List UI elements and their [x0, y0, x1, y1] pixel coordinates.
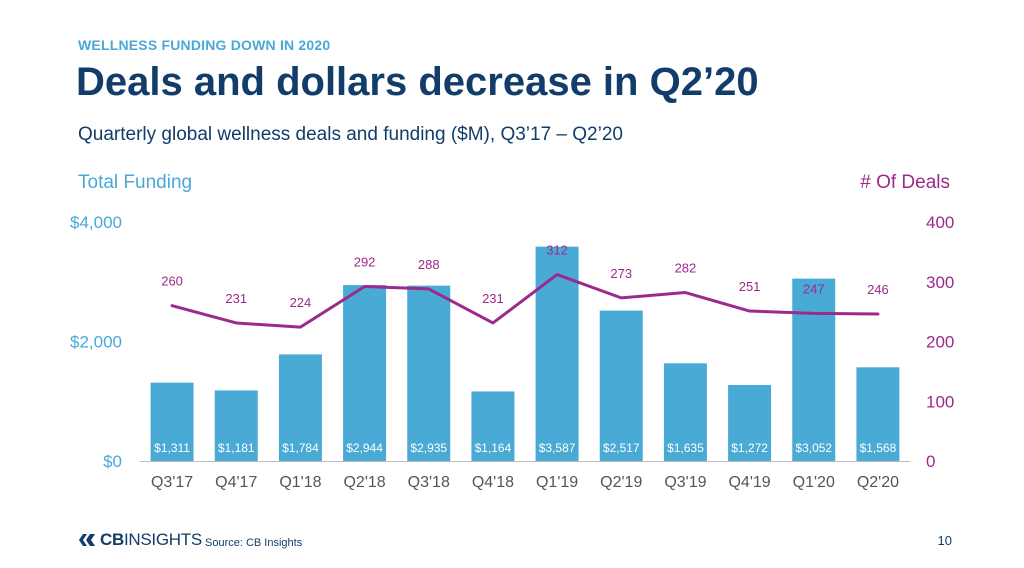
x-tick-label-Q2'19: Q2'19: [600, 474, 642, 491]
deals-label-Q4'18: 231: [482, 291, 504, 306]
x-tick-label-Q1'20: Q1'20: [793, 474, 835, 491]
bar-label-Q1'19: $3,587: [539, 441, 576, 455]
bar-label-Q4'19: $1,272: [731, 441, 768, 455]
page-subtitle: Quarterly global wellness deals and fund…: [78, 124, 623, 145]
bar-Q3'19: [663, 363, 707, 461]
deals-line: [170, 273, 880, 329]
deals-label-Q1'18: 224: [290, 295, 312, 310]
x-tick-label-Q3'18: Q3'18: [408, 474, 450, 491]
bar-Q1'18: [278, 354, 322, 461]
left-tick-label: $4,000: [70, 213, 122, 232]
page-title: Deals and dollars decrease in Q2’20: [76, 60, 759, 104]
bar-Q2'20: [856, 367, 900, 461]
bar-Q2'18: [343, 285, 387, 461]
bar-Q3'18: [407, 285, 451, 461]
page-number: 10: [937, 533, 952, 548]
deals-label-Q2'19: 273: [610, 266, 632, 281]
deals-label-Q4'17: 231: [225, 291, 247, 306]
kicker-text: WELLNESS FUNDING DOWN IN 2020: [78, 37, 331, 53]
bar-Q4'17: [214, 390, 258, 461]
bar-Q2'19: [599, 310, 643, 461]
logo-wordmark: CBINSIGHTS: [100, 530, 202, 549]
x-tick-label-Q1'18: Q1'18: [279, 474, 321, 491]
x-tick-label-Q1'19: Q1'19: [536, 474, 578, 491]
bar-label-Q2'20: $1,568: [860, 441, 897, 455]
right-tick-label: 300: [926, 273, 954, 292]
x-tick-label-Q3'17: Q3'17: [151, 474, 193, 491]
right-axis-title: # Of Deals: [860, 172, 950, 193]
x-tick-label-Q2'18: Q2'18: [343, 474, 385, 491]
bar-label-Q4'18: $1,164: [475, 441, 512, 455]
bar-label-Q2'18: $2,944: [346, 441, 383, 455]
bar-Q3'17: [150, 382, 194, 461]
deals-label-Q2'20: 246: [867, 282, 889, 297]
x-tick-label-Q3'19: Q3'19: [664, 474, 706, 491]
bar-label-Q1'18: $1,784: [282, 441, 319, 455]
right-tick-label: 200: [926, 333, 954, 352]
source-note: Source: CB Insights: [205, 537, 303, 549]
bar-Q1'20: [792, 278, 836, 461]
left-tick-label: $0: [103, 452, 122, 471]
cb-insights-logo: CBINSIGHTS: [78, 530, 202, 550]
deals-label-Q4'19: 251: [739, 279, 761, 294]
deals-label-Q3'18: 288: [418, 257, 440, 272]
left-tick-label: $2,000: [70, 333, 122, 352]
deals-label-Q1'20: 247: [803, 281, 825, 296]
bar-label-Q3'17: $1,311: [154, 441, 190, 455]
bar-label-Q3'19: $1,635: [667, 441, 704, 455]
x-tick-label-Q4'19: Q4'19: [728, 474, 770, 491]
bar-Q1'19: [535, 246, 579, 461]
x-tick-label-Q2'20: Q2'20: [857, 474, 899, 491]
deals-label-Q1'19: 312: [546, 243, 568, 258]
deals-label-Q3'17: 260: [161, 274, 183, 289]
right-tick-label: 100: [926, 392, 954, 411]
bar-Q4'18: [471, 391, 515, 461]
deals-label-Q3'19: 282: [675, 261, 697, 276]
x-tick-label-Q4'17: Q4'17: [215, 474, 257, 491]
bar-label-Q3'18: $2,935: [410, 441, 447, 455]
deals-label-Q2'18: 292: [354, 255, 376, 270]
bar-Q4'19: [728, 384, 772, 461]
bar-label-Q4'17: $1,181: [218, 441, 255, 455]
x-tick-label-Q4'18: Q4'18: [472, 474, 514, 491]
right-tick-label: 400: [926, 213, 954, 232]
left-axis-title: Total Funding: [78, 172, 193, 193]
cb-insights-logo-icon: [79, 534, 95, 546]
bar-label-Q2'19: $2,517: [603, 441, 640, 455]
bar-label-Q1'20: $3,052: [795, 441, 832, 455]
right-tick-label: 0: [926, 452, 935, 471]
